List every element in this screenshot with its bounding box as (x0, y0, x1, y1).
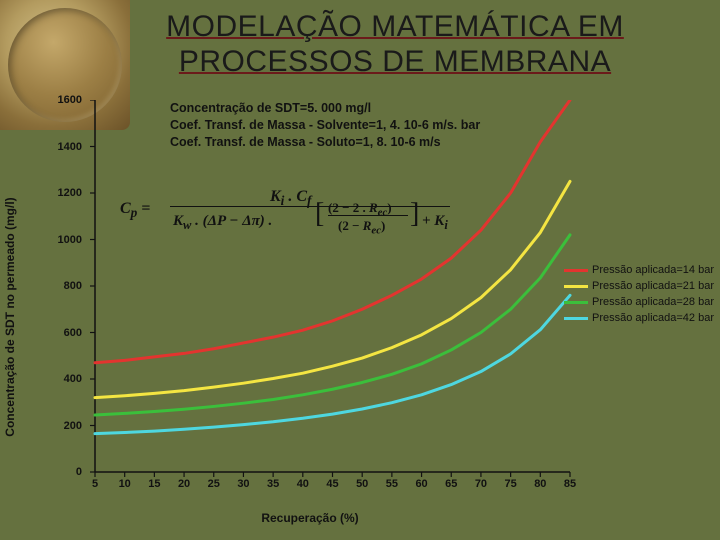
xtick-label: 65 (445, 478, 457, 490)
xtick-label: 75 (505, 478, 517, 490)
legend-swatch-1 (564, 269, 588, 272)
bracket-right: ] (410, 198, 419, 230)
legend-swatch-4 (564, 317, 588, 320)
chart-annotation: Concentração de SDT=5. 000 mg/l Coef. Tr… (170, 100, 480, 151)
bracket-bot: (2 − Rec) (338, 218, 385, 237)
xtick-label: 25 (208, 478, 220, 490)
legend-swatch-2 (564, 285, 588, 288)
xtick-label: 85 (564, 478, 576, 490)
bracket-left: [ (315, 198, 324, 230)
formula-denom-left: Kw . (ΔP − Δπ) . (173, 213, 272, 233)
ytick-label: 200 (64, 420, 82, 432)
chart-svg (40, 100, 580, 520)
xtick-label: 20 (178, 478, 190, 490)
xtick-label: 40 (297, 478, 309, 490)
legend-swatch-3 (564, 301, 588, 304)
xtick-label: 70 (475, 478, 487, 490)
xtick-label: 50 (356, 478, 368, 490)
legend-label-1: Pressão aplicada=14 bar (592, 264, 714, 276)
annot-line-3: Coef. Transf. de Massa - Soluto=1, 8. 10… (170, 134, 480, 151)
legend-label-3: Pressão aplicada=28 bar (592, 296, 714, 308)
annot-line-1: Concentração de SDT=5. 000 mg/l (170, 100, 480, 117)
ytick-label: 0 (76, 466, 82, 478)
xtick-label: 30 (237, 478, 249, 490)
ytick-label: 1600 (58, 94, 82, 106)
y-axis-label: Concentração de SDT no permeado (mg/l) (3, 197, 17, 436)
legend: Pressão aplicada=14 bar Pressão aplicada… (564, 260, 714, 328)
annot-line-2: Coef. Transf. de Massa - Solvente=1, 4. … (170, 117, 480, 134)
xtick-label: 80 (534, 478, 546, 490)
chart: Concentração de SDT=5. 000 mg/l Coef. Tr… (40, 100, 580, 520)
xtick-label: 45 (326, 478, 338, 490)
page-title: MODELAÇÃO MATEMÁTICA EM PROCESSOS DE MEM… (80, 10, 710, 79)
ytick-label: 800 (64, 280, 82, 292)
ytick-label: 1400 (58, 141, 82, 153)
legend-item-2: Pressão aplicada=21 bar (564, 280, 714, 292)
formula-bar (170, 206, 450, 207)
xtick-label: 55 (386, 478, 398, 490)
xtick-label: 60 (415, 478, 427, 490)
formula-denom-right: + Ki (422, 213, 448, 233)
legend-item-1: Pressão aplicada=14 bar (564, 264, 714, 276)
ytick-label: 400 (64, 373, 82, 385)
bracket-bar (328, 215, 408, 216)
legend-label-2: Pressão aplicada=21 bar (592, 280, 714, 292)
xtick-label: 15 (148, 478, 160, 490)
x-axis-label: Recuperação (%) (261, 511, 358, 525)
ytick-label: 1000 (58, 234, 82, 246)
ytick-label: 600 (64, 327, 82, 339)
legend-item-4: Pressão aplicada=42 bar (564, 312, 714, 324)
legend-label-4: Pressão aplicada=42 bar (592, 312, 714, 324)
xtick-label: 35 (267, 478, 279, 490)
legend-item-3: Pressão aplicada=28 bar (564, 296, 714, 308)
xtick-label: 5 (92, 478, 98, 490)
xtick-label: 10 (119, 478, 131, 490)
formula-lhs: Cp = (120, 200, 150, 221)
ytick-label: 1200 (58, 187, 82, 199)
